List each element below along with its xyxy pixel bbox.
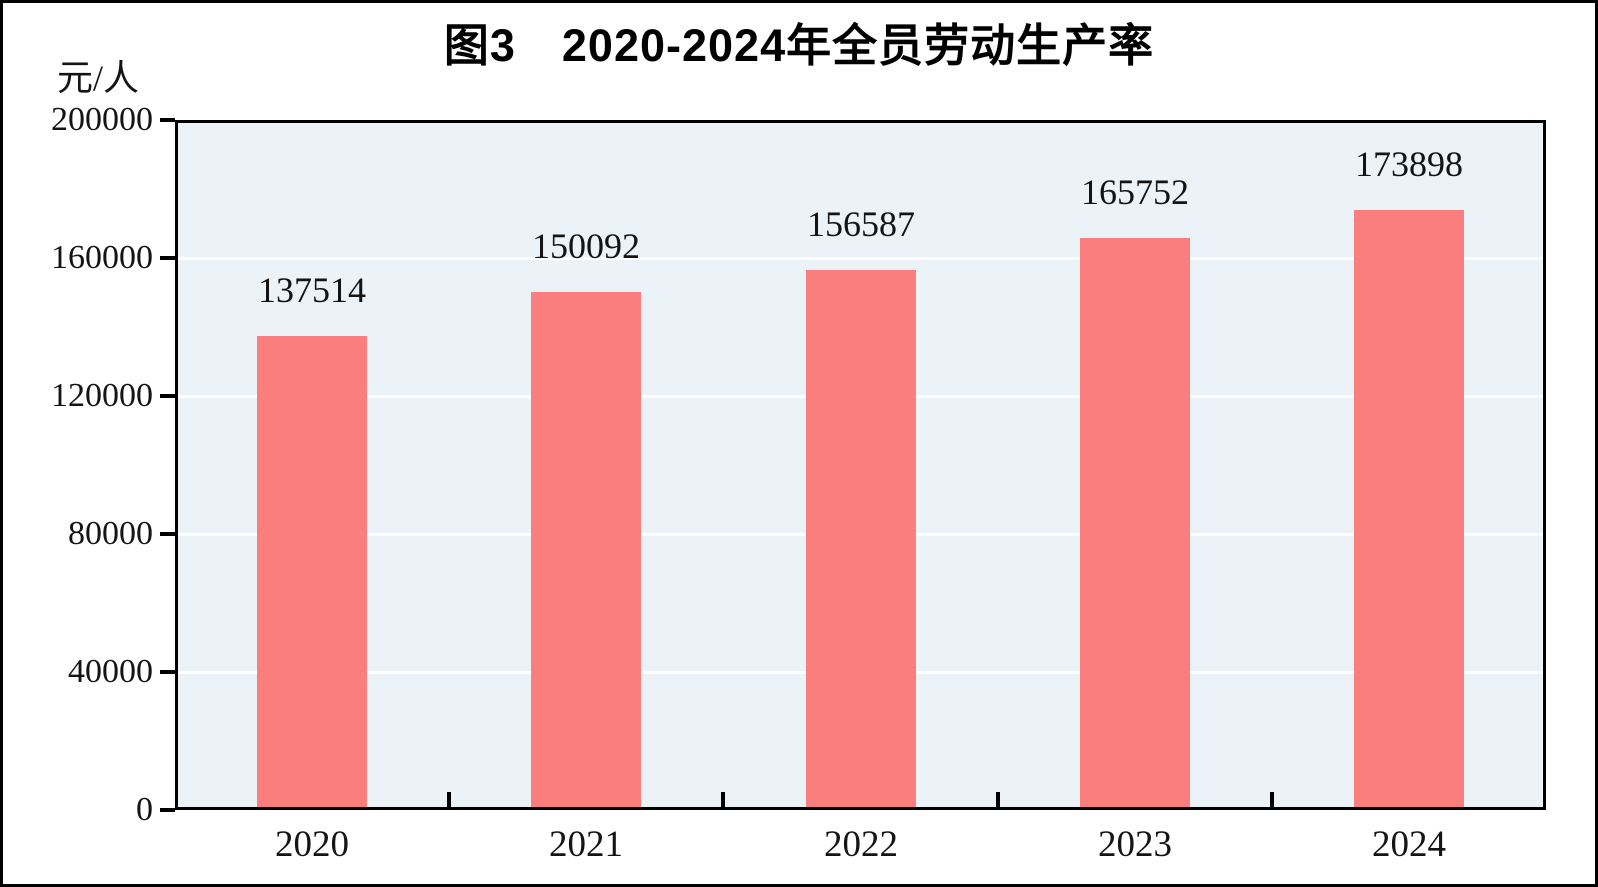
bar — [1354, 210, 1464, 807]
x-axis-tick — [996, 792, 1000, 807]
bar — [531, 292, 641, 807]
bar-value-label: 137514 — [258, 270, 366, 310]
y-axis-tick — [160, 118, 175, 122]
y-axis-tick — [160, 532, 175, 536]
x-axis-tick — [1270, 792, 1274, 807]
x-axis-label: 2021 — [549, 824, 623, 865]
gridline — [178, 257, 1543, 260]
y-axis-tick-label: 80000 — [68, 515, 153, 552]
y-axis-tick-label: 120000 — [51, 377, 153, 414]
y-axis-tick — [160, 256, 175, 260]
x-axis-tick — [721, 792, 725, 807]
x-axis-label: 2022 — [824, 824, 898, 865]
y-axis-tick — [160, 394, 175, 398]
x-axis-label: 2023 — [1098, 824, 1172, 865]
y-axis-tick — [160, 808, 175, 812]
y-axis-tick — [160, 670, 175, 674]
y-axis-tick-label: 200000 — [51, 101, 153, 138]
y-axis-tick-label: 40000 — [68, 653, 153, 690]
bar-value-label: 150092 — [532, 226, 640, 266]
bar — [1080, 238, 1190, 807]
bar-value-label: 165752 — [1081, 172, 1189, 212]
y-axis-tick-label: 160000 — [51, 239, 153, 276]
bar-value-label: 156587 — [807, 204, 915, 244]
y-axis-tick-label: 0 — [136, 791, 153, 828]
bar — [257, 336, 367, 807]
x-axis-label: 2024 — [1372, 824, 1446, 865]
x-axis-tick — [447, 792, 451, 807]
bar — [806, 270, 916, 807]
chart-title: 图3 2020-2024年全员劳动生产率 — [443, 20, 1155, 71]
y-axis-unit-label: 元/人 — [56, 58, 139, 98]
x-axis-label: 2020 — [275, 824, 349, 865]
bar-value-label: 173898 — [1355, 144, 1463, 184]
